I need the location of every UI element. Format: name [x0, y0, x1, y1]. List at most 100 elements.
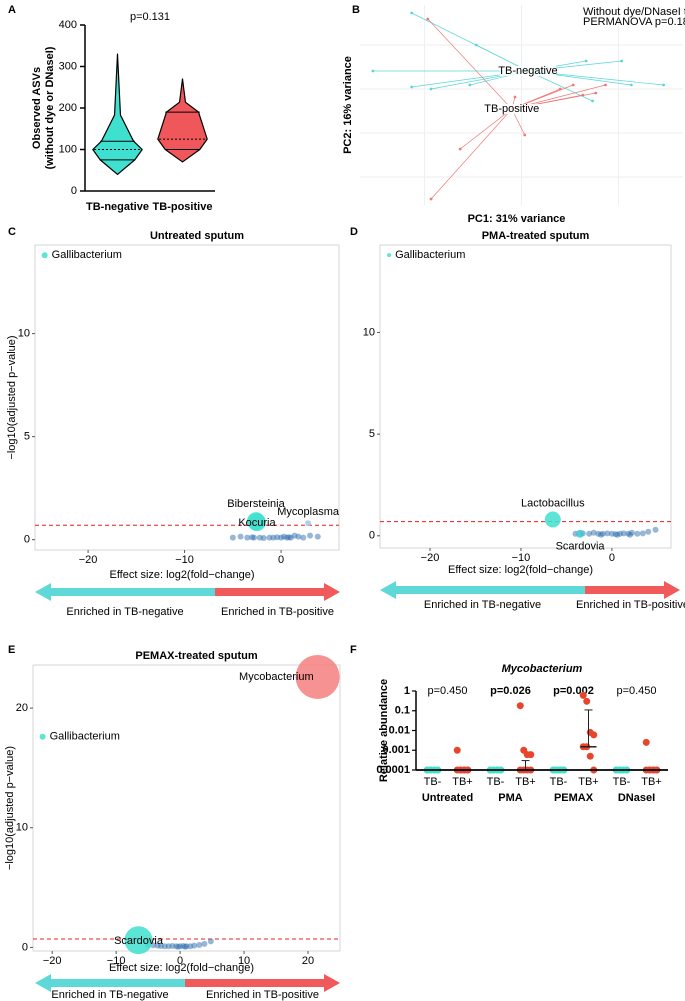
gene-point — [295, 533, 302, 540]
x-axis-label: Effect size: log2(fold−change) — [109, 962, 254, 974]
y-tick-label: 1 — [404, 685, 410, 697]
gene-point — [627, 531, 634, 538]
sample-point — [527, 751, 535, 759]
highlight-label: Gallibacterium — [395, 249, 465, 261]
centroid-label-bg — [499, 66, 557, 76]
y-tick-label: 10 — [16, 822, 28, 834]
gene-point — [590, 529, 597, 536]
arrow-negative — [35, 583, 215, 601]
sample-point — [642, 738, 650, 746]
sample-point — [410, 11, 414, 15]
x-tick-label: 20 — [302, 955, 314, 967]
y-axis-label: −log10(adjusted p−value) — [6, 335, 18, 459]
highlight-label: Bibersteinia — [227, 498, 285, 510]
sample-point — [429, 197, 433, 201]
subgroup-label: TB- — [550, 776, 568, 788]
gene-point — [207, 938, 214, 945]
gene-point — [586, 530, 593, 537]
arrow-positive — [215, 583, 340, 601]
sample-point — [523, 133, 527, 137]
x-axis-label: PC1: 31% variance — [468, 213, 566, 225]
panel-letter: A — [8, 4, 16, 16]
highlight-label: Scardovia — [114, 935, 164, 947]
y-axis-label: Observed ASVs — [31, 67, 43, 149]
highlight-label: Kocuria — [238, 517, 276, 529]
gene-point — [307, 532, 314, 539]
group-label: Untreated — [422, 792, 473, 804]
y-tick-label: 400 — [59, 19, 77, 31]
y-tick-label: 0 — [24, 534, 30, 546]
y-tick-label: 10 — [18, 328, 30, 340]
x-tick-label: −10 — [175, 554, 194, 566]
gene-point — [237, 533, 244, 540]
x-tick-label: 0 — [278, 554, 284, 566]
subgroup-label: TB+ — [641, 776, 661, 788]
arrow-label: Enriched in TB-negative — [66, 606, 183, 618]
annotation: Without dye/DNaseI treatment — [583, 6, 685, 18]
arrow-label: Enriched in TB-positive — [576, 599, 685, 611]
gene-point — [597, 531, 604, 538]
x-tick-label: −20 — [421, 552, 440, 564]
subgroup-label: TB- — [424, 776, 442, 788]
gene-point — [634, 530, 641, 537]
highlight-point — [544, 511, 561, 528]
y-tick-label: 10 — [363, 326, 375, 338]
p-value: p=0.002 — [553, 685, 594, 697]
highlight-label: Gallibacterium — [50, 731, 120, 743]
sample-point — [586, 752, 594, 760]
x-tick-label: 10 — [238, 955, 250, 967]
violin — [157, 78, 208, 163]
arrow-positive — [185, 974, 340, 992]
gene-point — [300, 534, 307, 541]
sample-point — [662, 83, 666, 87]
y-tick-label: 100 — [59, 143, 77, 155]
sample-point — [571, 83, 575, 87]
subgroup-label: TB- — [613, 776, 631, 788]
arrow-negative — [35, 974, 185, 992]
p-value: p=0.450 — [427, 685, 467, 697]
sample-point — [474, 43, 478, 47]
gene-point — [229, 534, 236, 541]
highlight-point — [576, 529, 585, 538]
p-value: p=0.026 — [490, 685, 531, 697]
highlight-label: Scardovia — [556, 541, 606, 553]
y-tick-label: 0.0001 — [376, 764, 410, 776]
sample-point — [516, 702, 524, 710]
plot-frame — [34, 244, 340, 551]
subgroup-label: TB- — [487, 776, 505, 788]
chart-title: PEMAX-treated sputum — [135, 650, 257, 662]
plot-frame — [379, 244, 672, 549]
gene-point — [201, 940, 208, 947]
x-axis-label: Effect size: log2(fold−change) — [448, 564, 593, 576]
x-tick-label: −20 — [43, 955, 62, 967]
y-axis-label: PC2: 16% variance — [342, 56, 354, 154]
panel-letter: B — [352, 4, 360, 16]
sample-point — [590, 731, 598, 739]
y-tick-label: 5 — [24, 431, 30, 443]
chart-title: p=0.131 — [130, 11, 170, 23]
x-tick-label: 0 — [177, 955, 183, 967]
sample-point — [468, 83, 472, 87]
panel-letter: E — [8, 644, 15, 656]
gene-point — [652, 526, 659, 533]
y-tick-label: 20 — [16, 702, 28, 714]
highlight-point — [39, 733, 46, 740]
panel-letter: D — [350, 226, 358, 238]
sample-point — [429, 87, 433, 91]
link-line — [430, 108, 513, 200]
link-line — [427, 18, 513, 110]
x-tick-label: TB-negative — [86, 201, 149, 213]
centroid-label: TB-negative — [498, 65, 557, 77]
gene-point — [620, 530, 627, 537]
gene-point — [285, 534, 292, 541]
sample-point — [620, 59, 624, 63]
highlight-point — [247, 513, 266, 532]
highlight-label: Gallibacterium — [52, 249, 122, 261]
highlight-point — [41, 252, 48, 259]
sample-point — [426, 17, 430, 21]
y-tick-label: 0 — [22, 941, 28, 953]
panel-letter: F — [350, 644, 357, 656]
y-tick-label: 0.001 — [382, 744, 410, 756]
highlight-point — [295, 654, 340, 699]
